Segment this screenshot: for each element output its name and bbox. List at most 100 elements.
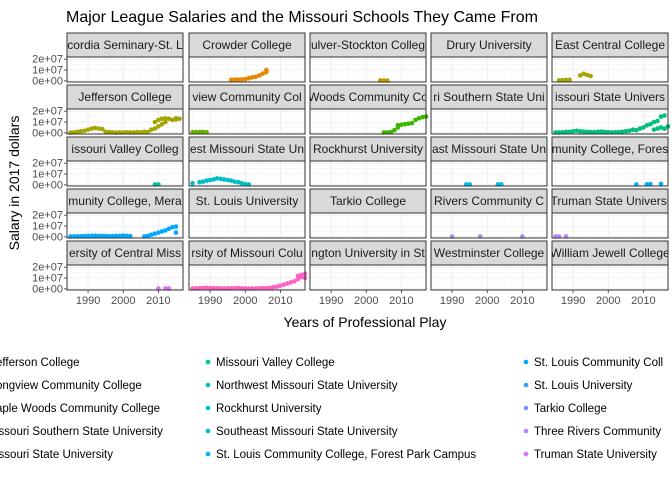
data-point <box>99 233 105 239</box>
legend-label: Truman State University <box>534 449 657 461</box>
facet-panel: ulver-Stockton Colleg <box>309 32 427 83</box>
legend-label: Tarkio College <box>534 403 607 415</box>
data-point <box>96 233 101 239</box>
data-point <box>420 114 425 120</box>
data-point <box>267 285 273 291</box>
facet-panel: Woods Community Co <box>309 84 429 135</box>
y-tick-label: 0e+00 <box>32 75 63 87</box>
facet-panel: Crowder College <box>188 32 306 83</box>
facet-strip <box>551 188 669 214</box>
panel-border <box>430 160 548 187</box>
data-point <box>260 71 266 76</box>
data-point <box>127 233 133 239</box>
data-point <box>658 125 664 130</box>
facet-strip <box>188 188 306 214</box>
data-point <box>616 129 622 135</box>
x-tick-label: 2000 <box>233 295 257 307</box>
legend-item: Tarkio College <box>523 403 607 415</box>
data-point <box>163 228 168 233</box>
data-point <box>591 129 597 135</box>
data-point <box>409 120 415 126</box>
facet-panel: rsity of Missouri Colu <box>188 240 308 291</box>
x-tick-label: 2000 <box>354 295 378 307</box>
y-tick-label: 1e+07 <box>32 117 63 129</box>
data-point <box>239 77 245 82</box>
data-point <box>285 281 290 286</box>
legend-label: St. Louis Community Coll <box>534 357 663 369</box>
facet-strip <box>66 84 184 110</box>
legend-item: Southeast Missouri State University <box>205 426 398 438</box>
legend-key <box>523 451 529 457</box>
data-point <box>228 285 234 291</box>
facet-panel: William Jewell College <box>550 240 670 291</box>
data-point <box>197 285 202 291</box>
panel-border <box>66 212 184 239</box>
panel-border <box>188 212 306 239</box>
data-point <box>124 129 130 135</box>
data-point <box>406 121 411 126</box>
panel-border <box>430 56 548 83</box>
data-point <box>623 128 629 134</box>
legend-item: Missouri Valley College <box>205 357 335 369</box>
data-point <box>620 129 625 135</box>
facet-strip <box>430 32 548 58</box>
legend-item: Three Rivers Community <box>523 426 661 438</box>
facet-strip-label: St. Louis University <box>196 194 299 208</box>
facet-strip-label: munity College, Mera <box>68 194 182 208</box>
facet-strip <box>66 240 184 266</box>
facet-strip-label: Westminster College <box>434 246 545 260</box>
data-point <box>152 119 158 125</box>
data-point <box>197 129 202 135</box>
y-tick-label: 2e+07 <box>32 158 63 170</box>
x-tick-label: 1990 <box>561 295 585 307</box>
legend-item: Truman State University <box>523 449 657 461</box>
data-point <box>274 284 280 290</box>
data-point <box>253 74 259 80</box>
data-point <box>581 71 586 77</box>
y-tick-label: 2e+07 <box>32 106 63 118</box>
data-point <box>570 128 576 134</box>
data-point <box>588 73 593 79</box>
legend-label: issouri Southern State University <box>0 426 163 438</box>
data-point <box>584 72 590 78</box>
data-point <box>92 233 98 239</box>
facet-panel: munity College, Fores <box>551 136 669 187</box>
x-tick-label: 1990 <box>319 295 343 307</box>
panel-border <box>188 160 306 187</box>
data-point <box>605 129 611 135</box>
data-point <box>388 129 394 135</box>
legend-label: St. Louis University <box>534 380 633 392</box>
data-point <box>204 178 209 183</box>
data-point <box>644 181 650 187</box>
y-tick-label: 2e+07 <box>32 54 63 66</box>
panel-border <box>430 108 548 135</box>
facet-panel: issouri Valley Colleg <box>66 136 184 187</box>
data-point <box>658 181 664 187</box>
data-point <box>662 113 667 118</box>
data-point <box>602 129 608 135</box>
facet-strip <box>188 136 306 162</box>
y-tick-label: 0e+00 <box>32 127 63 139</box>
data-point <box>156 117 161 123</box>
data-point <box>117 233 123 239</box>
panel-background <box>430 264 548 291</box>
legend-item: St. Louis Community College, Forest Park… <box>205 449 476 461</box>
data-point <box>598 129 604 134</box>
panel-border <box>309 212 427 239</box>
data-point <box>89 126 94 131</box>
data-point <box>156 124 161 129</box>
facet-strip-label: est Missouri State Un <box>190 142 304 156</box>
data-point <box>644 123 650 128</box>
facet-strip-label: ngton University in St <box>311 246 425 260</box>
y-tick-label: 0e+00 <box>32 283 63 295</box>
panel-border <box>188 108 306 135</box>
data-point <box>166 116 172 122</box>
data-point <box>239 180 245 186</box>
facet-strip-label: William Jewell College <box>550 246 670 260</box>
facet-strip <box>551 240 669 266</box>
legend-label: efferson College <box>0 357 80 369</box>
panel-border <box>188 56 306 83</box>
y-tick-label: 1e+07 <box>32 169 63 181</box>
x-axis-title: Years of Professional Play <box>284 314 447 330</box>
data-point <box>207 285 213 291</box>
